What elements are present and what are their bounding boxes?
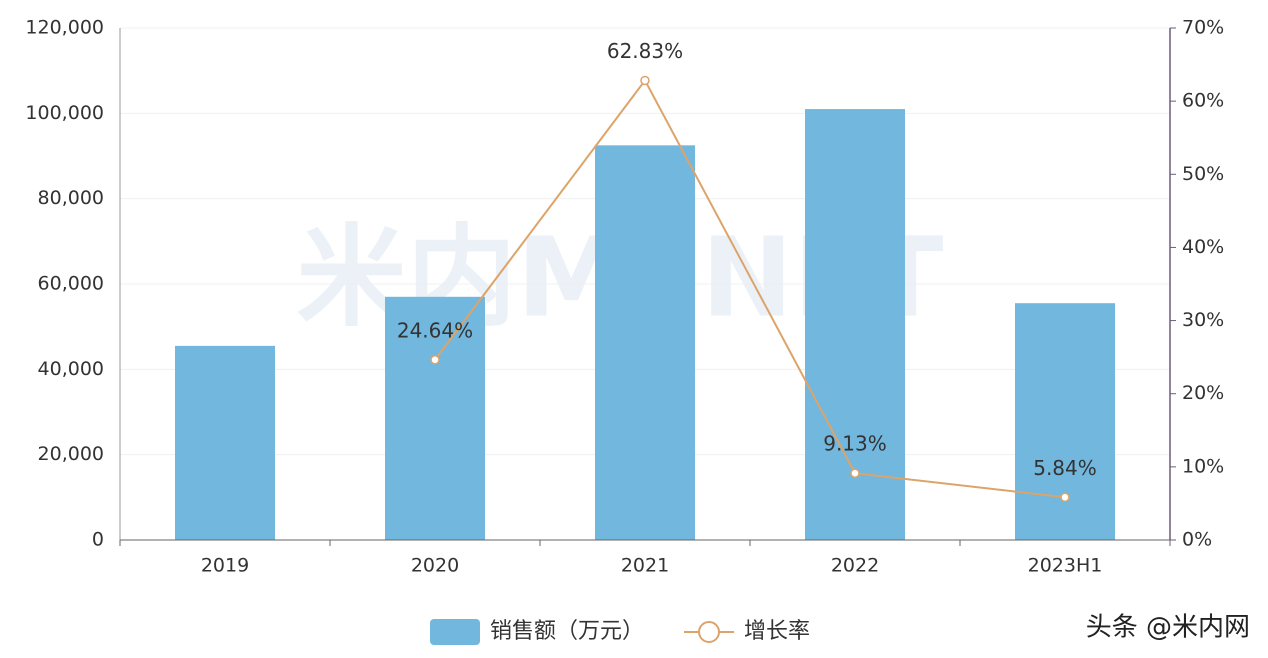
x-tick-label: 2020 [411,555,459,577]
y2-tick-label: 60% [1182,90,1224,112]
value-label: 24.64% [397,318,473,342]
bar [175,345,275,540]
value-label: 9.13% [823,432,887,456]
line-point [640,75,650,86]
legend-label: 销售额（万元） [490,619,644,644]
y-tick-label: 40,000 [38,358,104,380]
line-point [850,468,860,478]
y-tick-label: 120,000 [25,17,104,39]
y2-tick-label: 0% [1182,529,1212,551]
y-tick-label: 100,000 [25,102,104,124]
line [434,78,1066,499]
bar [595,145,695,541]
bar [805,109,905,541]
y2-tick-label: 10% [1182,455,1224,477]
value-label: 62.83% [607,39,683,63]
y-tick-label: 20,000 [38,443,104,465]
y2-tick-label: 20% [1182,382,1224,404]
legend-label: 增长率 [744,619,810,644]
x-tick-label: 2023H1 [1028,555,1103,577]
x-tick-label: 2021 [621,555,669,577]
y2-tick-label: 30% [1182,309,1224,331]
legend-swatch [430,619,480,645]
y2-tick-label: 40% [1182,236,1224,258]
y-tick-label: 60,000 [38,273,104,295]
value-label: 5.84% [1033,456,1097,480]
legend-swatch [698,621,721,643]
y2-tick-label: 70% [1182,17,1224,39]
y2-tick-label: 50% [1182,163,1224,185]
x-tick-label: 2019 [201,555,249,577]
bar [385,296,485,540]
y-tick-label: 80,000 [38,187,104,209]
line-point [430,355,440,365]
line-point [1060,492,1070,503]
bar [1015,303,1115,540]
y-tick-label: 0 [92,529,104,551]
x-tick-label: 2022 [831,555,879,577]
credit: 头条 @米内网 [1086,613,1250,643]
